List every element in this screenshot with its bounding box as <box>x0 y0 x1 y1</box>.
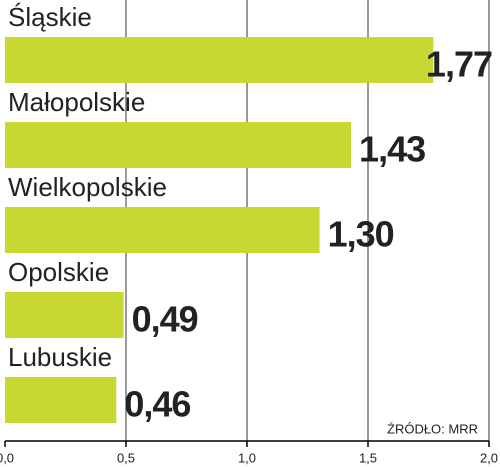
category-label: Małopolskie <box>8 87 145 117</box>
category-label: Śląskie <box>8 2 92 32</box>
value-label: 0,46 <box>124 384 190 425</box>
x-tick-label: 1,0 <box>238 450 256 465</box>
bar <box>5 122 352 168</box>
category-label: Lubuskie <box>8 342 112 372</box>
bar <box>5 292 124 338</box>
x-tick-label: 0,5 <box>117 450 135 465</box>
x-tick-label: 0,0 <box>0 450 14 465</box>
category-label: Opolskie <box>8 257 109 287</box>
category-label: Wielkopolskie <box>8 172 167 202</box>
value-label: 1,77 <box>426 44 492 85</box>
bar <box>5 207 320 253</box>
x-tick-label: 1,5 <box>359 450 377 465</box>
value-label: 1,30 <box>328 214 394 255</box>
x-tick-label: 2,0 <box>480 450 498 465</box>
bar <box>5 37 434 83</box>
value-label: 0,49 <box>132 299 198 340</box>
value-label: 1,43 <box>359 129 425 170</box>
bar <box>5 377 117 423</box>
source: ŹRÓDŁO: MRR <box>387 421 478 436</box>
